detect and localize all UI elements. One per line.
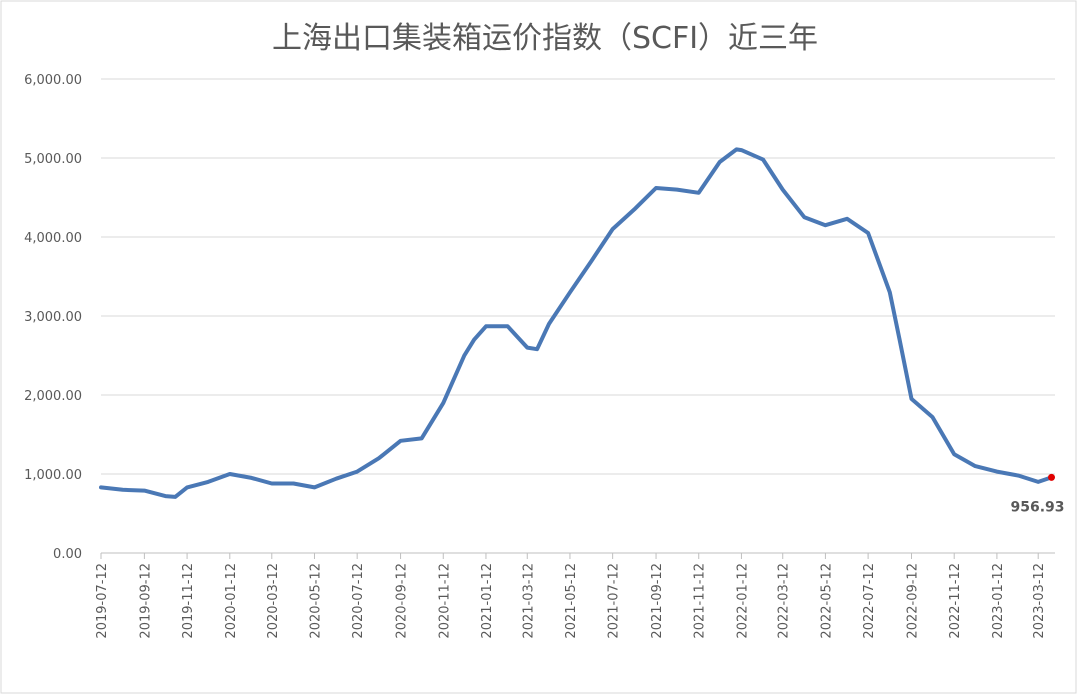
x-tick-label: 2022-07-12 [862,563,877,639]
x-tick-label: 2022-11-12 [948,563,963,639]
x-tick-label: 2019-09-12 [138,563,153,639]
x-tick-label: 2022-09-12 [906,563,921,639]
x-tick-label: 2020-01-12 [224,563,239,639]
data-label: 956.93 [1010,499,1064,515]
x-tick-label: 2022-03-12 [777,563,792,639]
y-tick-label: 6,000.00 [24,73,82,88]
y-tick-label: 0.00 [53,547,82,562]
y-tick-label: 5,000.00 [24,152,82,167]
y-tick-label: 3,000.00 [24,310,82,325]
x-tick-label: 2023-03-12 [1032,563,1047,639]
x-tick-label: 2021-11-12 [693,563,708,639]
x-tick-label: 2020-03-12 [266,563,281,639]
chart-title: 上海出口集装箱运价指数（SCFI）近三年 [272,21,818,56]
x-tick-label: 2022-01-12 [735,563,750,639]
x-tick-label: 2023-01-12 [991,563,1006,639]
x-tick-label: 2020-05-12 [308,563,323,639]
x-tick-label: 2021-01-12 [480,563,495,639]
x-tick-label: 2020-11-12 [437,563,452,639]
x-tick-label: 2021-05-12 [564,563,579,639]
x-tick-label: 2019-07-12 [95,563,110,639]
last-point [1048,473,1056,481]
x-tick-label: 2021-09-12 [650,563,665,639]
y-tick-label: 1,000.00 [24,468,82,483]
y-tick-label: 4,000.00 [24,231,82,246]
y-tick-label: 2,000.00 [24,389,82,404]
x-tick-label: 2021-03-12 [521,563,536,639]
series-line [99,147,1054,499]
x-tick-label: 2020-07-12 [351,563,366,639]
x-tick-label: 2020-09-12 [395,563,410,639]
x-tick-label: 2021-07-12 [607,563,622,639]
x-tick-label: 2019-11-12 [181,563,196,639]
x-tick-label: 2022-05-12 [819,563,834,639]
